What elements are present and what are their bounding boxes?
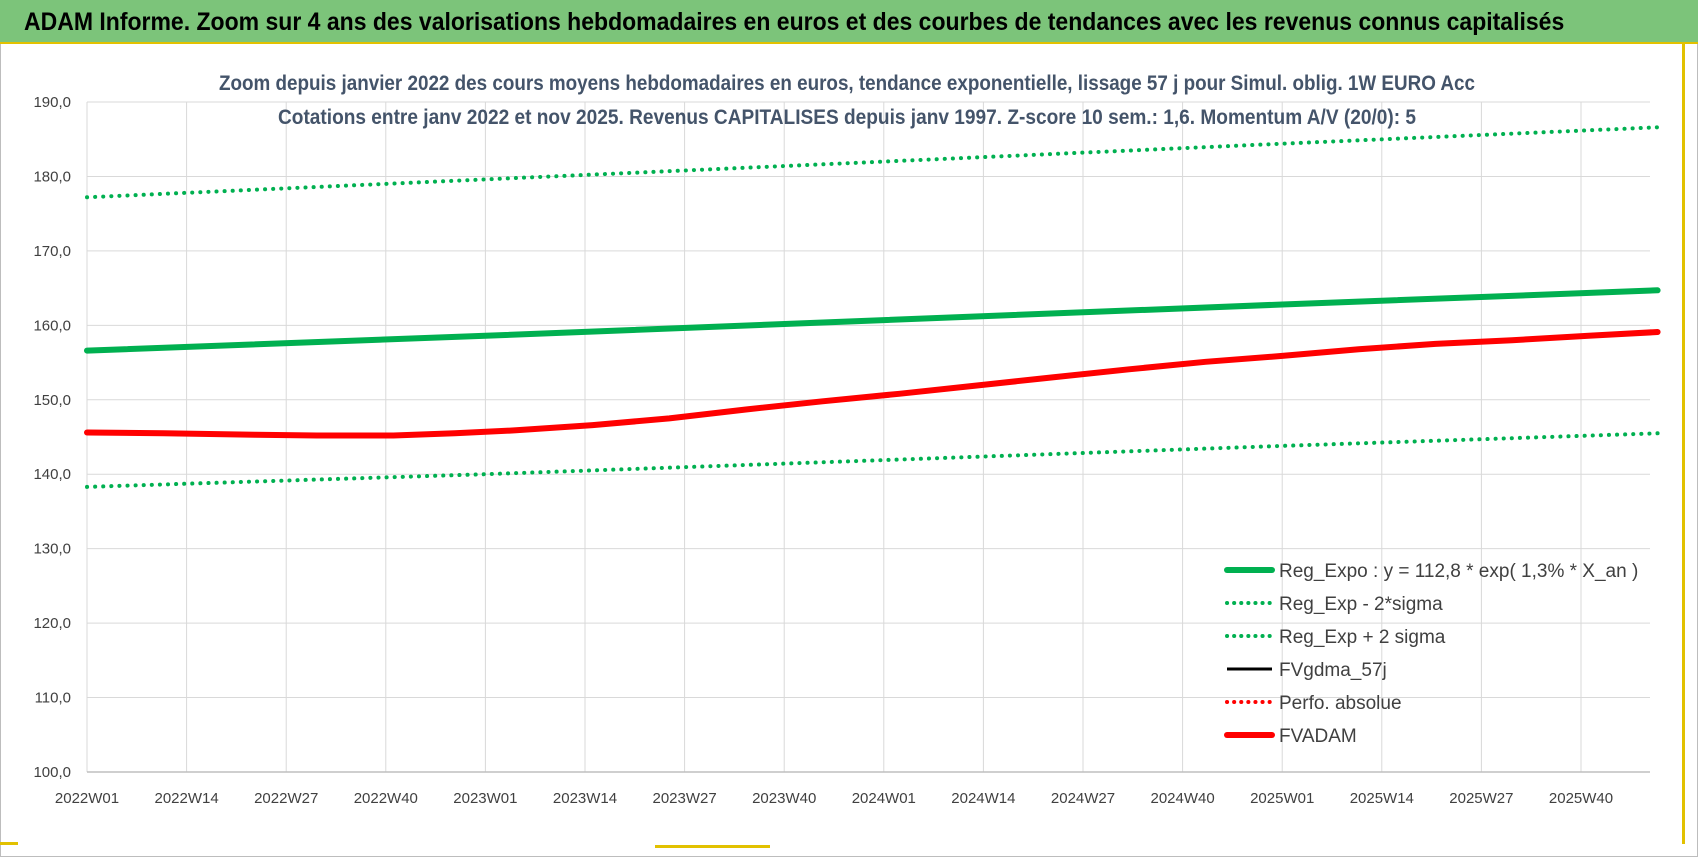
series-line-2 [85,125,1660,200]
legend-label-1: Reg_Exp - 2*sigma [1279,594,1443,615]
y-tick-label: 180,0 [33,168,71,185]
x-tick-label: 2025W14 [1350,790,1414,807]
legend-label-3: FVgdma_57j [1279,660,1387,681]
corner-accent-right [1682,44,1685,844]
y-tick-label: 170,0 [33,243,71,260]
y-tick-label: 160,0 [33,317,71,334]
series-line-1 [85,431,1660,489]
x-tick-label: 2022W40 [354,790,418,807]
x-tick-label: 2023W40 [752,790,816,807]
x-tick-label: 2023W27 [652,790,716,807]
report-title: ADAM Informe. Zoom sur 4 ans des valoris… [24,8,1565,36]
x-tick-label: 2024W14 [951,790,1015,807]
y-tick-label: 130,0 [33,541,71,558]
legend-label-0: Reg_Expo : y = 112,8 * exp( 1,3% * X_an … [1279,561,1638,582]
legend-label-4: Perfo. absolue [1279,693,1402,714]
x-tick-label: 2024W40 [1150,790,1214,807]
corner-accent-bottom [655,845,770,848]
y-tick-label: 120,0 [33,615,71,632]
x-tick-label: 2025W40 [1549,790,1613,807]
x-tick-label: 2025W01 [1250,790,1314,807]
x-tick-label: 2025W27 [1449,790,1513,807]
series-lines [84,125,1661,489]
x-tick-label: 2022W01 [55,790,119,807]
legend-label-2: Reg_Exp + 2 sigma [1279,627,1446,648]
y-tick-label: 140,0 [33,466,71,483]
x-tick-label: 2024W27 [1051,790,1115,807]
y-tick-label: 190,0 [33,94,71,111]
y-tick-label: 110,0 [35,690,71,707]
y-axis-ticks: 100,0 110,0 120,0 130,0 140,0 150,0 160,0 170,0… [33,94,71,781]
x-tick-label: 2023W14 [553,790,617,807]
report-banner: ADAM Informe. Zoom sur 4 ans des valoris… [0,0,1698,44]
series-line-0 [84,287,1661,354]
chart-title-line-1: Zoom depuis janvier 2022 des cours moyen… [219,72,1475,95]
chart-title-line-2: Cotations entre janv 2022 et nov 2025. R… [278,106,1416,129]
x-tick-label: 2022W14 [154,790,218,807]
x-axis-ticks: 2022W01 2022W14 2022W27 2022W40 2023W01 2023W… [55,790,1613,807]
series-line-5 [84,329,1661,439]
x-tick-label: 2022W27 [254,790,318,807]
x-tick-label: 2023W01 [453,790,517,807]
corner-accent-left [0,842,18,845]
legend: Reg_Expo : y = 112,8 * exp( 1,3% * X_an … [1224,561,1638,747]
y-tick-label: 150,0 [33,392,71,409]
x-tick-label: 2024W01 [852,790,916,807]
legend-label-5: FVADAM [1279,726,1357,747]
y-tick-label: 100,0 [33,764,71,781]
